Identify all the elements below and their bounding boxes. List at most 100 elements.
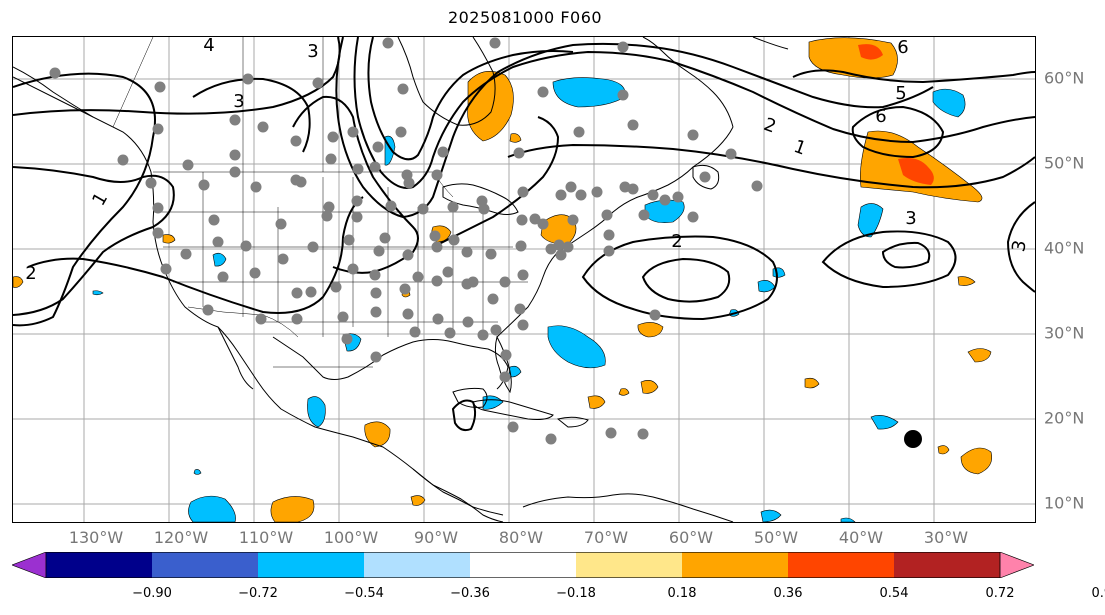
station-marker <box>515 240 527 252</box>
negative-area <box>552 77 626 108</box>
latitude-label: 50°N <box>1044 153 1085 173</box>
station-marker <box>751 180 763 192</box>
colorbar-extend-high <box>999 552 1034 578</box>
latitude-label: 40°N <box>1044 238 1085 258</box>
station-marker <box>575 189 587 201</box>
station-marker <box>617 41 629 53</box>
station-marker <box>603 245 615 257</box>
station-marker <box>545 433 557 445</box>
station-marker <box>277 253 289 265</box>
station-marker <box>500 349 512 361</box>
contour-lines <box>13 37 1035 432</box>
contour-line <box>432 116 560 248</box>
station-marker <box>601 209 613 221</box>
colorbar-segment <box>152 552 259 578</box>
longitude-label: 110°W <box>238 528 294 547</box>
station-marker <box>341 333 353 345</box>
station-marker <box>429 230 441 242</box>
station-marker <box>154 81 166 93</box>
station-marker <box>373 245 385 257</box>
contour-label: 6 <box>875 106 886 127</box>
contour-label: 5 <box>895 83 906 104</box>
station-marker <box>255 313 267 325</box>
newfoundland <box>692 164 720 190</box>
station-marker <box>370 351 382 363</box>
station-marker <box>307 241 319 253</box>
colorbar-segment <box>682 552 789 578</box>
colorbar-tick-label: −0.18 <box>556 586 596 601</box>
station-marker <box>478 203 490 215</box>
station-marker <box>291 287 303 299</box>
station-marker <box>325 153 337 165</box>
negative-area <box>760 509 782 522</box>
station-marker <box>619 181 631 193</box>
station-marker <box>725 148 737 160</box>
colorbar-tick-label: −0.36 <box>450 586 490 601</box>
station-marker <box>659 194 671 206</box>
colorbar <box>12 552 1034 578</box>
station-marker <box>152 202 164 214</box>
negative-area <box>932 88 966 118</box>
latitude-label: 30°N <box>1044 323 1085 343</box>
gulf-of-mexico-coast <box>272 336 509 390</box>
storm-center-marker <box>904 430 922 448</box>
contour-line <box>641 257 731 303</box>
station-marker <box>352 163 364 175</box>
station-marker <box>516 214 528 226</box>
contour-line <box>507 143 1035 189</box>
station-marker <box>323 201 335 213</box>
station-marker <box>485 248 497 260</box>
contour-line <box>881 241 931 269</box>
baja-california <box>217 326 254 390</box>
station-marker <box>562 241 574 253</box>
station-marker <box>517 319 529 331</box>
positive-area <box>162 234 176 244</box>
positive-area <box>270 496 315 522</box>
longitude-label: 70°W <box>583 528 629 547</box>
station-marker <box>507 421 519 433</box>
colorbar-tick-label: 0.90 <box>1091 586 1105 601</box>
station-marker <box>529 213 541 225</box>
cuba <box>472 399 554 420</box>
negative-area <box>193 469 202 475</box>
station-marker <box>290 135 302 147</box>
station-marker <box>565 181 577 193</box>
colorbar-segment <box>788 552 895 578</box>
station-marker <box>461 278 473 290</box>
station-marker <box>229 166 241 178</box>
station-marker <box>291 313 303 325</box>
station-marker <box>370 287 382 299</box>
contour-line <box>792 69 1035 84</box>
negative-area <box>840 517 856 522</box>
station-marker <box>517 269 529 281</box>
contour-label: 3 <box>905 208 916 229</box>
station-marker <box>275 218 287 230</box>
station-marker <box>448 234 460 246</box>
colorbar-extend-low <box>12 552 47 578</box>
contour-line <box>13 72 156 327</box>
north-america-west-coast <box>13 76 504 516</box>
contour-line <box>27 196 364 314</box>
longitude-label: 130°W <box>68 528 124 547</box>
station-marker <box>198 179 210 191</box>
station-marker <box>242 73 254 85</box>
negative-area <box>188 495 236 522</box>
station-marker <box>182 159 194 171</box>
station-marker <box>699 171 711 183</box>
station-marker <box>312 77 324 89</box>
station-marker <box>649 309 661 321</box>
colorbar-segment <box>46 552 153 578</box>
longitude-label: 40°W <box>838 528 884 547</box>
positive-area <box>808 37 898 79</box>
contour-label: 3 <box>233 91 244 112</box>
colorbar-tick-label: 0.72 <box>985 586 1015 601</box>
station-marker <box>517 186 529 198</box>
station-marker <box>372 141 384 153</box>
station-marker <box>432 313 444 325</box>
station-marker <box>49 67 61 79</box>
negative-area <box>870 415 899 430</box>
station-marker <box>397 83 409 95</box>
colorbar-tick-label: −0.90 <box>132 586 172 601</box>
station-marker <box>462 316 474 328</box>
map-title: 2025081000 F060 <box>447 8 603 27</box>
